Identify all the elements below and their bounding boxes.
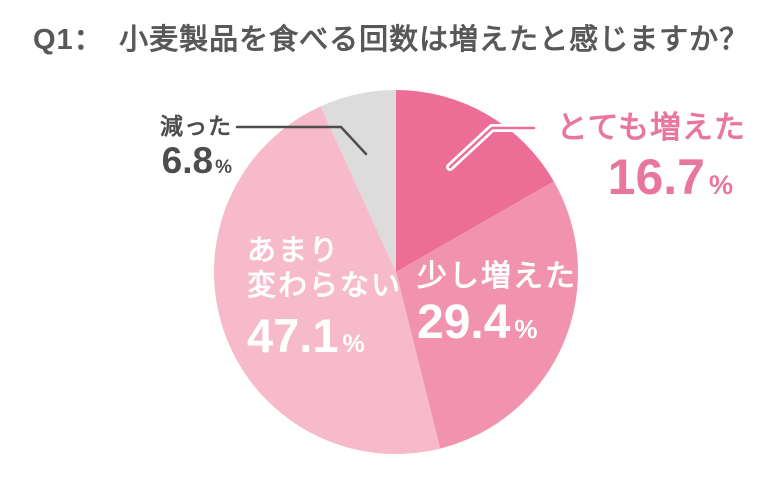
callout-very-increased: とても増えた 16.7%	[500, 108, 746, 211]
leader-line-decreased	[235, 125, 368, 156]
callout-slightly-increased-value-line: 29.4%	[417, 298, 577, 354]
callout-slightly-increased: 少し増えた 29.4%	[417, 259, 577, 354]
callout-very-increased-value-line: 16.7%	[500, 151, 746, 211]
callout-decreased-value: 6.8	[161, 140, 214, 181]
callout-decreased-unit: %	[215, 157, 232, 178]
callout-decreased: 減った 6.8%	[100, 112, 232, 187]
callout-no-change-label-line1: あまり	[247, 235, 341, 267]
callout-slightly-increased-unit: %	[514, 314, 538, 344]
callout-slightly-increased-value: 29.4	[417, 296, 511, 349]
pie-slice-very-increased	[396, 90, 554, 272]
pie-slice-slightly-increased	[396, 181, 578, 449]
callout-no-change-unit: %	[342, 330, 365, 358]
callout-decreased-value-line: 6.8%	[100, 141, 232, 187]
pie-slice-no-change	[213, 106, 441, 455]
callout-slightly-increased-label: 少し増えた	[417, 260, 577, 293]
pie-slice-decreased	[320, 90, 396, 272]
callout-very-increased-unit: %	[708, 170, 733, 200]
callout-very-increased-label: とても増えた	[556, 110, 746, 145]
callout-no-change: あまり 変わらない 47.1%	[247, 234, 402, 369]
callout-no-change-value-line: 47.1%	[247, 311, 402, 369]
callout-very-increased-value: 16.7	[607, 149, 705, 205]
leader-line-very-increased	[448, 126, 536, 169]
callout-no-change-label-line2: 変わらない	[247, 270, 403, 302]
callout-no-change-value: 47.1	[247, 309, 339, 362]
question-title: Q1： 小麦製品を食べる回数は増えたと感じますか？	[33, 24, 750, 56]
callout-decreased-label: 減った	[160, 113, 232, 139]
